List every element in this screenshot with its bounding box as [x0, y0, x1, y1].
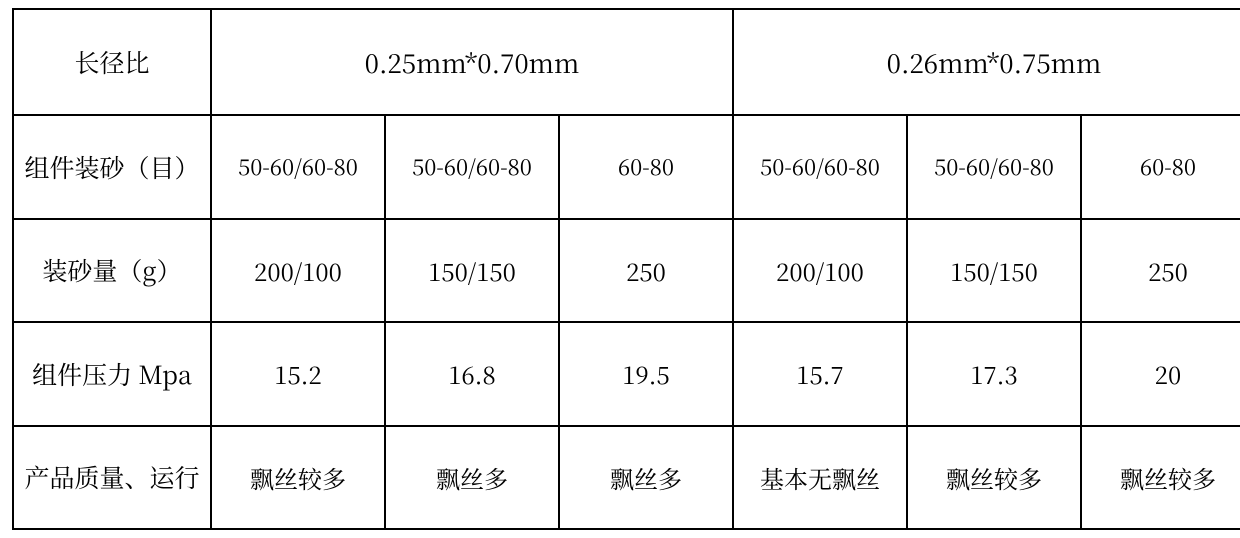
cell: 50-60/60-80	[733, 115, 907, 218]
cell: 150/150	[385, 219, 559, 322]
spec-table: 长径比 0.25mm*0.70mm 0.26mm*0.75mm 组件装砂（目） …	[12, 8, 1240, 530]
cell: 飘丝较多	[1081, 426, 1240, 529]
row-label-quality: 产品质量、运行	[13, 426, 211, 529]
spec-header-b: 0.26mm*0.75mm	[733, 9, 1240, 115]
cell: 250	[559, 219, 733, 322]
cell: 15.7	[733, 322, 907, 425]
table-row: 组件装砂（目） 50-60/60-80 50-60/60-80 60-80 50…	[13, 115, 1240, 218]
cell: 60-80	[1081, 115, 1240, 218]
row-label-sand-mesh: 组件装砂（目）	[13, 115, 211, 218]
table-row: 装砂量（g） 200/100 150/150 250 200/100 150/1…	[13, 219, 1240, 322]
cell: 飘丝较多	[211, 426, 385, 529]
cell: 20	[1081, 322, 1240, 425]
table-row: 长径比 0.25mm*0.70mm 0.26mm*0.75mm	[13, 9, 1240, 115]
cell: 150/150	[907, 219, 1081, 322]
cell: 50-60/60-80	[385, 115, 559, 218]
cell: 250	[1081, 219, 1240, 322]
row-label-aspect-ratio: 长径比	[13, 9, 211, 115]
cell: 200/100	[733, 219, 907, 322]
cell: 飘丝多	[559, 426, 733, 529]
cell: 飘丝较多	[907, 426, 1081, 529]
cell: 基本无飘丝	[733, 426, 907, 529]
cell: 60-80	[559, 115, 733, 218]
row-label-sand-qty: 装砂量（g）	[13, 219, 211, 322]
cell: 17.3	[907, 322, 1081, 425]
cell: 飘丝多	[385, 426, 559, 529]
table-container: 长径比 0.25mm*0.70mm 0.26mm*0.75mm 组件装砂（目） …	[0, 0, 1240, 538]
cell: 16.8	[385, 322, 559, 425]
cell: 50-60/60-80	[211, 115, 385, 218]
cell: 50-60/60-80	[907, 115, 1081, 218]
table-row: 组件压力 Mpa 15.2 16.8 19.5 15.7 17.3 20	[13, 322, 1240, 425]
spec-header-a: 0.25mm*0.70mm	[211, 9, 733, 115]
cell: 15.2	[211, 322, 385, 425]
row-label-pressure: 组件压力 Mpa	[13, 322, 211, 425]
cell: 19.5	[559, 322, 733, 425]
cell: 200/100	[211, 219, 385, 322]
table-row: 产品质量、运行 飘丝较多 飘丝多 飘丝多 基本无飘丝 飘丝较多 飘丝较多	[13, 426, 1240, 529]
